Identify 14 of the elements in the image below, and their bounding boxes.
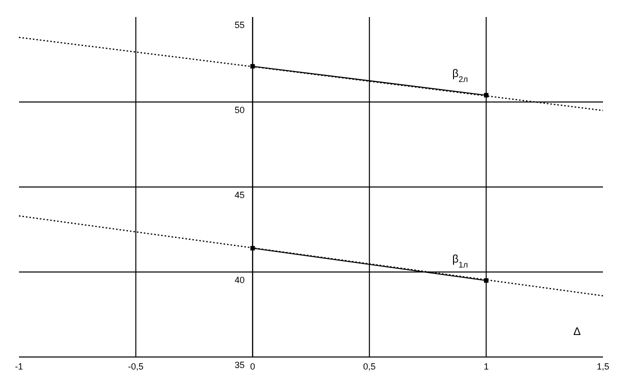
y-tick-label: 35 [234, 360, 245, 370]
annotation: Δ [573, 326, 582, 338]
y-tick-label: 55 [234, 20, 245, 30]
y-tick-label: 50 [234, 104, 245, 115]
x-tick-label: 0,5 [363, 361, 376, 372]
x-tick-label: 1 [484, 361, 489, 372]
x-tick-label: 0 [250, 361, 256, 372]
x-tick-label: 1,5 [596, 361, 610, 372]
x-tick-label: -0,5 [128, 361, 144, 372]
series-label: β$_{1л}$ [452, 254, 468, 269]
series-label: β$_{2л}$ [452, 68, 468, 84]
y-tick-label: 40 [234, 274, 245, 285]
y-tick-label: 45 [234, 190, 245, 200]
x-tick-label: -1 [14, 361, 24, 372]
